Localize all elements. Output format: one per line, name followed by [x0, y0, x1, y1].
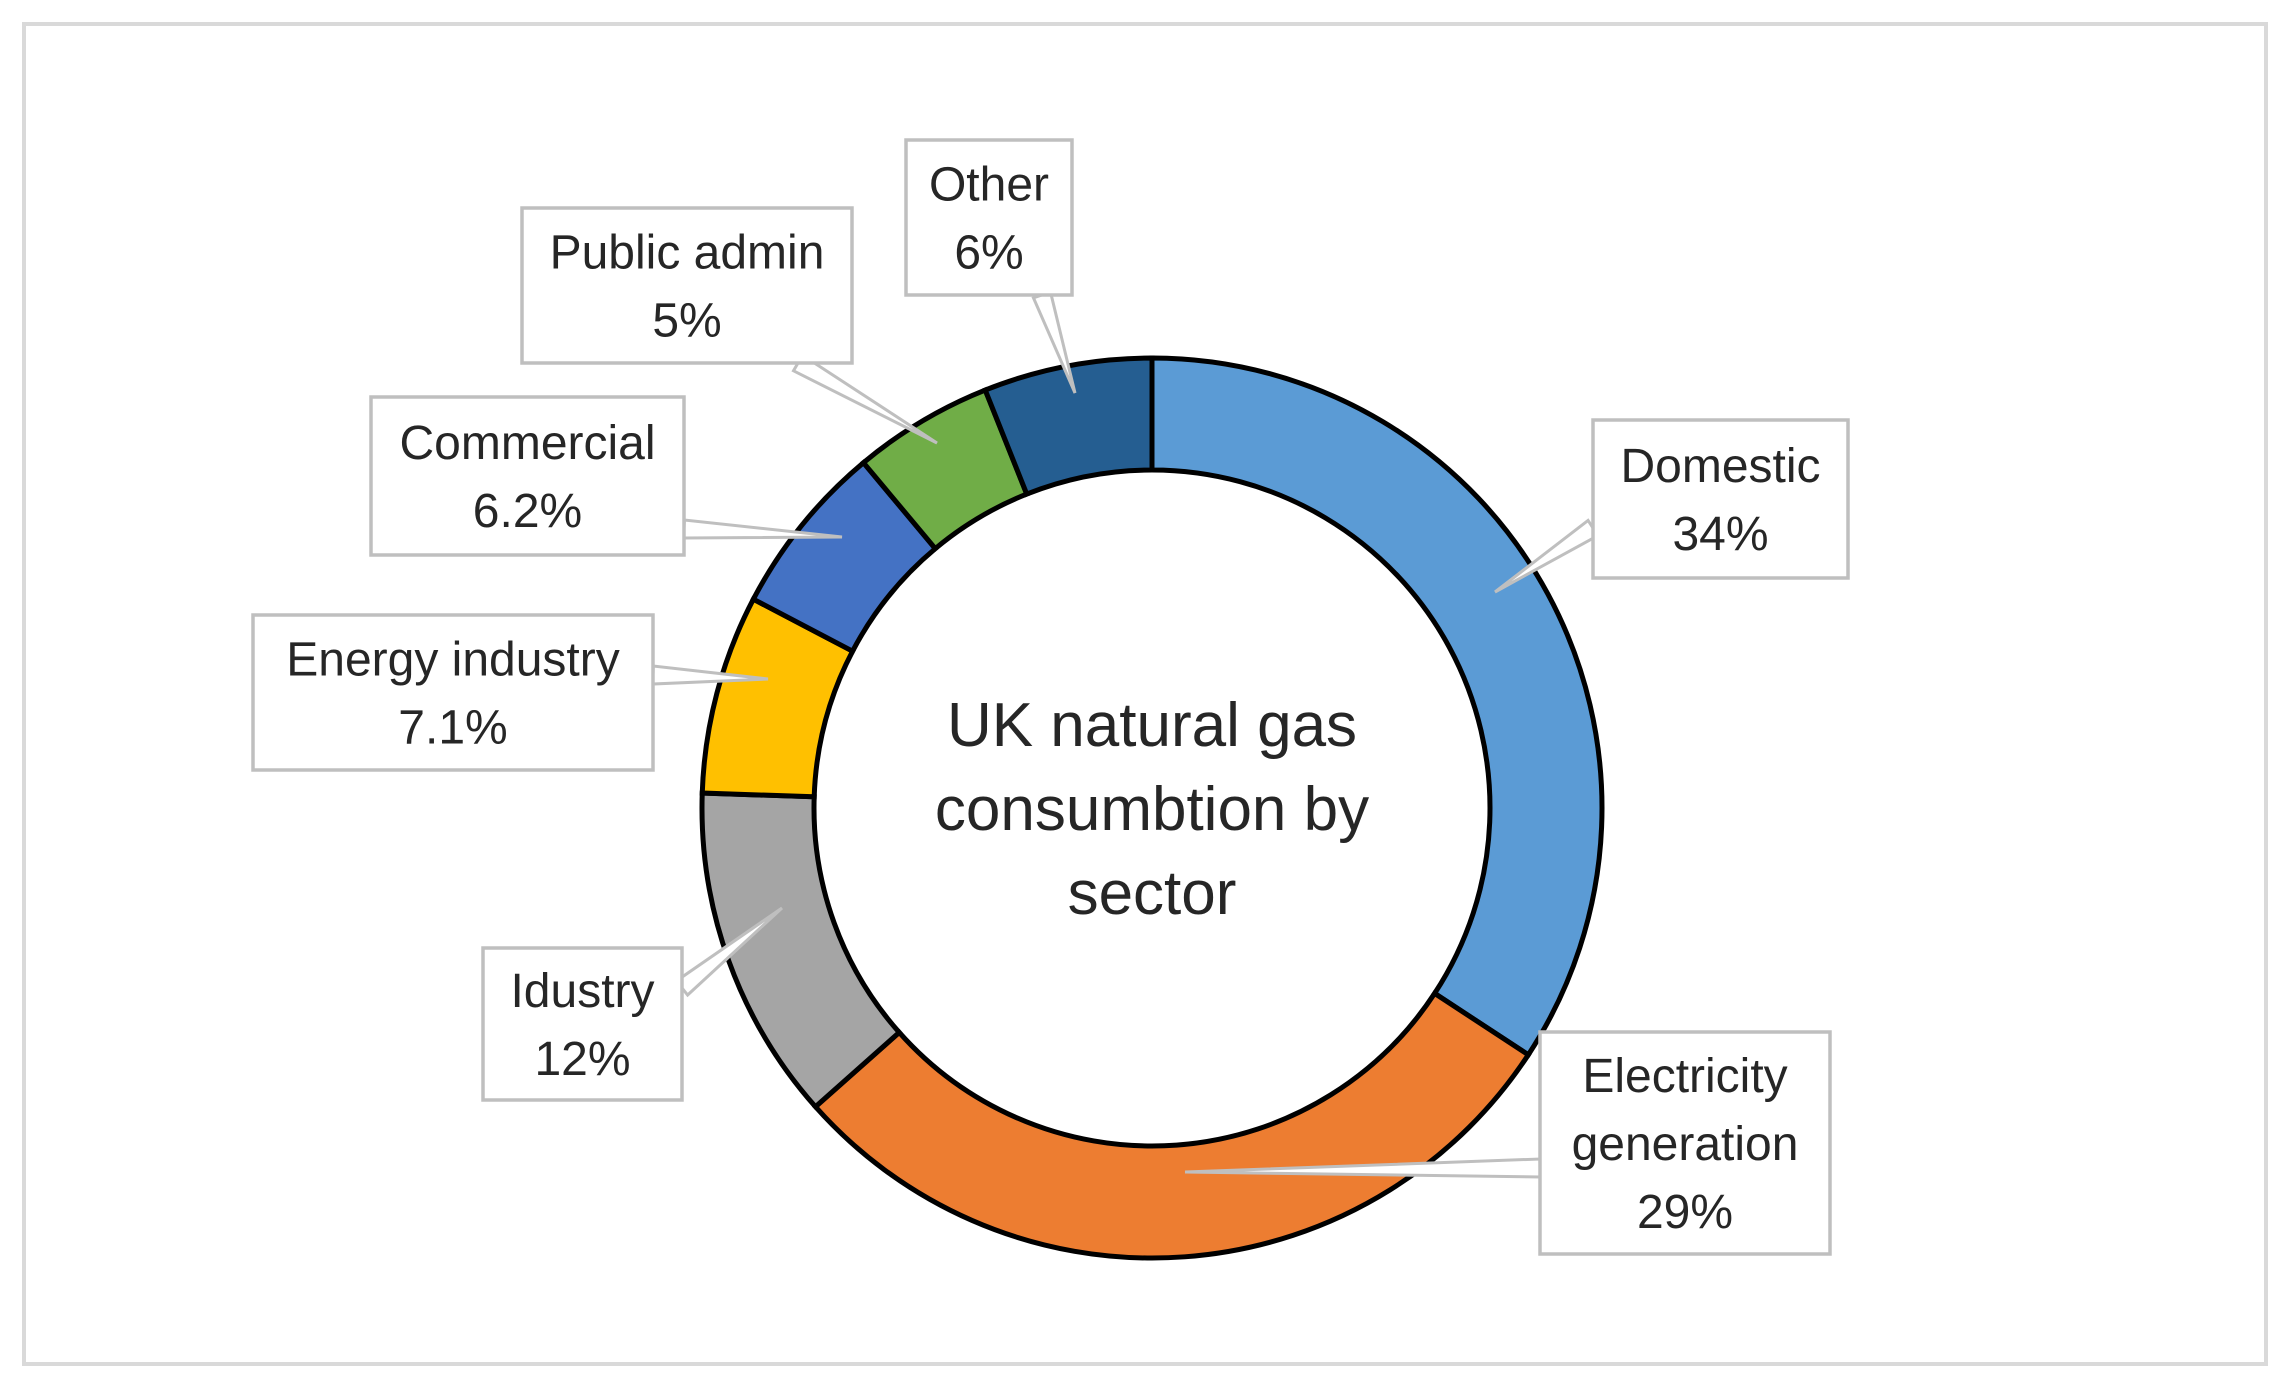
slice-value-label: 34% — [1672, 508, 1768, 561]
callout-box — [369, 395, 686, 557]
slice-value-label: 29% — [1637, 1186, 1733, 1239]
slice-category-label: Public admin — [550, 227, 825, 280]
slice-category-label: Electricity — [1582, 1050, 1787, 1103]
callout-electricity-generation: Electricity generation 29% — [1538, 1030, 1832, 1256]
slice-other — [981, 355, 1155, 498]
center-title-line: consumbtion by — [935, 775, 1369, 844]
callout-public-admin: Public admin 5% — [520, 206, 854, 365]
callout-box — [1538, 1030, 1832, 1256]
slice-value-label: 12% — [534, 1033, 630, 1086]
slice-category-label: Other — [929, 159, 1049, 212]
callout-commercial: Commercial 6.2% — [369, 395, 686, 557]
callout-box — [481, 946, 684, 1102]
center-title-line: UK natural gas — [947, 691, 1357, 760]
callouts-layer: Domestic 34% Electricity generation 29% Idust… — [251, 138, 1850, 1256]
center-title: UK natural gas consumbtion by sector — [935, 691, 1369, 928]
callout-idustry: Idustry 12% — [481, 946, 684, 1102]
slice-category-label: Commercial — [399, 417, 655, 470]
callout-box — [1591, 418, 1850, 580]
slice-value-label: 6% — [954, 227, 1023, 280]
callout-box — [251, 613, 655, 772]
slice-category-label: generation — [1572, 1118, 1799, 1171]
slice-category-label: Idustry — [510, 965, 654, 1018]
slice-value-label: 7.1% — [398, 702, 507, 755]
slice-category-label: Domestic — [1620, 440, 1820, 493]
slice-electricity-generation — [811, 989, 1532, 1261]
slice-category-label: Energy industry — [286, 634, 620, 687]
callout-energy-industry: Energy industry 7.1% — [251, 613, 655, 772]
slice-value-label: 6.2% — [473, 485, 582, 538]
callout-box — [520, 206, 854, 365]
leader-line-public-admin — [791, 353, 938, 445]
callout-box — [904, 138, 1074, 297]
callout-other: Other 6% — [904, 138, 1074, 297]
center-title-line: sector — [1068, 859, 1237, 928]
slices-layer — [699, 355, 1605, 1261]
slice-value-label: 5% — [652, 295, 721, 348]
callout-domestic: Domestic 34% — [1591, 418, 1850, 580]
